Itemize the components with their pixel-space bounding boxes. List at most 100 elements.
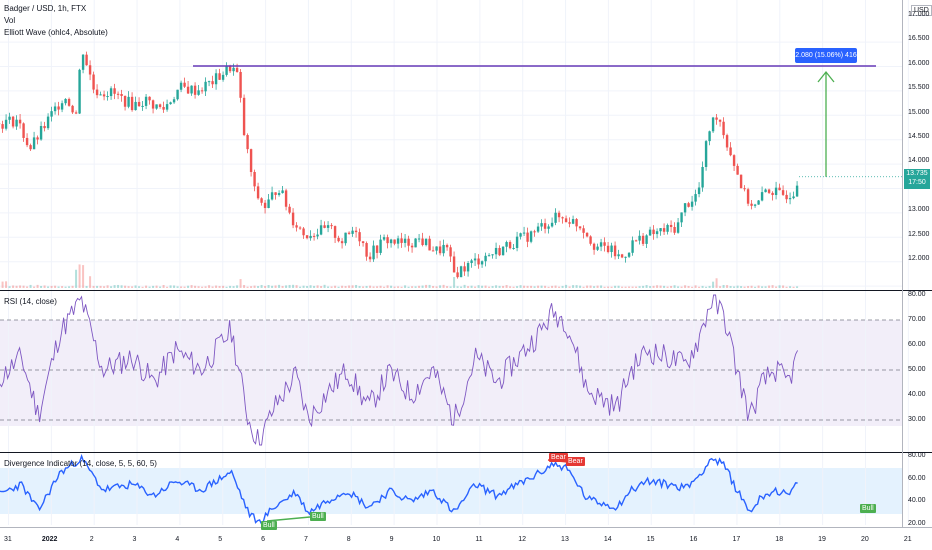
time-axis-label: 3 [132, 536, 137, 543]
candle-body [253, 171, 256, 187]
volume-bar [694, 285, 697, 288]
volume-bar [57, 286, 60, 288]
elliott-wave-label: Elliott Wave (ohlc4, Absolute) [4, 28, 108, 37]
candle-body [536, 226, 540, 232]
volume-bar [288, 284, 291, 288]
candle-body [571, 219, 575, 224]
candle-body [673, 226, 676, 233]
time-axis-label: 9 [389, 536, 394, 543]
candle-body [620, 254, 624, 258]
volume-bar [309, 285, 312, 288]
volume-bar [271, 285, 274, 288]
candle-body [267, 199, 270, 208]
rsi-axis-label: 70.00 [908, 316, 926, 323]
volume-bar [449, 286, 452, 288]
last-price-tag: 13.735 17:50 [904, 169, 930, 189]
volume-bar [187, 285, 190, 288]
time-axis-label: 2022 [41, 536, 58, 543]
volume-bar [792, 286, 795, 288]
volume-bar [586, 285, 589, 288]
volume-bar [656, 285, 659, 288]
candle-body [743, 188, 746, 190]
volume-bar [467, 286, 470, 288]
candle-body [466, 263, 470, 272]
volume-bar [491, 286, 494, 288]
divergence-axis-label: 20.00 [908, 520, 926, 527]
bear-divergence-tag: Bear [549, 453, 568, 462]
volume-bar [750, 285, 753, 288]
volume-bar [379, 285, 382, 288]
candle-body [207, 81, 211, 83]
candle-body [470, 260, 473, 264]
rsi-title: RSI (14, close) [4, 297, 57, 306]
candle-body [260, 198, 263, 203]
candle-body [344, 232, 347, 244]
candle-body [291, 212, 295, 226]
volume-bar [589, 285, 592, 288]
price-axis-label: 17.000 [908, 11, 930, 18]
volume-bar [96, 285, 99, 288]
volume-bar [425, 284, 428, 288]
volume-bar [771, 285, 774, 288]
volume-bar [334, 285, 337, 288]
candle-body [585, 232, 589, 237]
candle-body [648, 229, 652, 236]
candle-body [85, 54, 88, 66]
volume-bar [579, 285, 582, 288]
volume-bar [698, 286, 701, 288]
candle-body [277, 193, 281, 195]
volume-bar [600, 285, 603, 288]
volume-bar [127, 286, 130, 288]
volume-bar [736, 285, 739, 288]
volume-bar [460, 286, 463, 288]
volume-bar [547, 286, 550, 288]
candle-body [176, 89, 179, 100]
divergence-band [0, 468, 902, 514]
candle-body [522, 232, 526, 234]
candle-body [274, 192, 277, 195]
candle-body [606, 245, 610, 253]
volume-bar [568, 286, 571, 288]
candle-body [512, 247, 515, 249]
price-axis-label: 12.500 [908, 230, 930, 238]
candle-body [361, 241, 365, 244]
candle-body [127, 96, 130, 107]
volume-bar [715, 278, 718, 288]
volume-bar [229, 285, 232, 288]
candle-body [526, 232, 529, 242]
candle-body [120, 94, 123, 96]
volume-bar [505, 285, 508, 288]
volume-bar [565, 284, 568, 288]
volume-bar [267, 285, 270, 288]
candle-body [319, 225, 323, 235]
candle-body [18, 119, 22, 124]
volume-bar [54, 285, 57, 288]
candle-body [1, 124, 4, 129]
volume-bar [145, 285, 148, 288]
volume-bar [684, 285, 687, 288]
candle-body [666, 224, 669, 232]
volume-bar [274, 285, 277, 288]
volume-bar [775, 286, 778, 288]
volume-bar [173, 285, 176, 288]
volume-bar [225, 286, 228, 288]
candle-body [225, 65, 228, 75]
candle-body [669, 224, 673, 227]
currency-badge[interactable]: USD [911, 5, 932, 16]
candle-body [396, 238, 400, 244]
volume-bar [488, 286, 491, 288]
measure-label[interactable]: 2.080 (15.06%) 416 [795, 48, 857, 63]
candle-body [442, 244, 445, 254]
volume-bar [201, 286, 204, 288]
volume-bar [733, 286, 736, 288]
volume-bar [78, 264, 81, 288]
volume-bar [89, 276, 92, 288]
volume-bar [348, 285, 351, 288]
candle-body [459, 266, 463, 278]
volume-bar [526, 285, 529, 288]
candle-body [57, 106, 60, 110]
candle-body [424, 238, 428, 246]
volume-bar [50, 285, 53, 288]
candle-body [736, 165, 739, 175]
